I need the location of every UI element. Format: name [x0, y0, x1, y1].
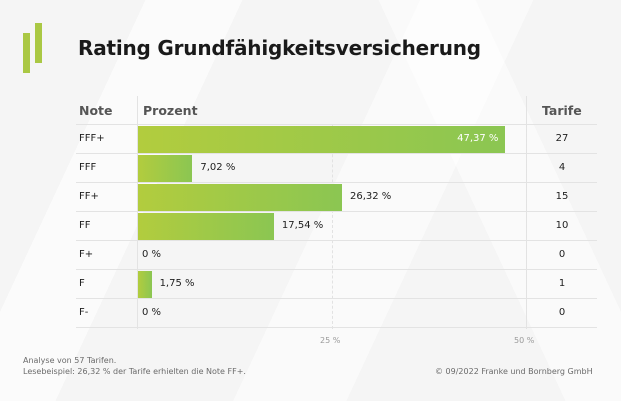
bar: [138, 126, 506, 154]
row-separator: [76, 240, 597, 241]
bar-value-label: 7,02 %: [200, 162, 236, 173]
category-label: FF+: [79, 191, 99, 202]
row-separator: [76, 327, 597, 328]
bar-value-label: 26,32 %: [349, 191, 392, 202]
bar: [138, 155, 193, 183]
header-separator: [76, 124, 597, 125]
bar-value-label: 0 %: [142, 307, 162, 318]
bar-value-label: 17,54 %: [281, 220, 324, 231]
bar: [138, 213, 274, 241]
tarife-count: 10: [555, 220, 569, 231]
row-separator: [76, 298, 597, 299]
tarife-count: 27: [555, 133, 569, 144]
gridline-50: [526, 124, 527, 329]
x-tick-label: 25 %: [320, 336, 341, 345]
tarife-count: 0: [558, 249, 566, 260]
tarife-count: 15: [555, 191, 569, 202]
footer-example: Lesebeispiel: 26,32 % der Tarife erhielt…: [23, 367, 246, 376]
bar: [138, 271, 152, 299]
tarife-count: 0: [558, 307, 566, 318]
header-note: Note: [79, 103, 113, 118]
row-separator: [76, 153, 597, 154]
bar-value-label: 47,37 %: [457, 133, 499, 144]
row-separator: [76, 269, 597, 270]
logo-icon: [23, 23, 45, 73]
tarife-count: 4: [558, 162, 566, 173]
column-divider-note: [137, 96, 138, 329]
category-label: FFF+: [79, 133, 105, 144]
header-prozent: Prozent: [143, 103, 198, 118]
chart-title: Rating Grundfähigkeitsversicherung: [78, 36, 481, 60]
category-label: F-: [79, 307, 89, 318]
category-label: F+: [79, 249, 94, 260]
row-separator: [76, 182, 597, 183]
bar: [138, 184, 342, 212]
category-label: F: [79, 278, 85, 289]
category-label: FF: [79, 220, 91, 231]
footer-copyright: © 09/2022 Franke und Bornberg GmbH: [435, 367, 593, 376]
x-tick-label: 50 %: [514, 336, 535, 345]
tarife-count: 1: [558, 278, 566, 289]
bar-value-label: 1,75 %: [159, 278, 195, 289]
gridline-25: [332, 124, 333, 329]
bar-value-label: 0 %: [142, 249, 162, 260]
footer-analysis: Analyse von 57 Tarifen.: [23, 356, 117, 365]
category-label: FFF: [79, 162, 97, 173]
header-tarife: Tarife: [542, 103, 582, 118]
row-separator: [76, 211, 597, 212]
